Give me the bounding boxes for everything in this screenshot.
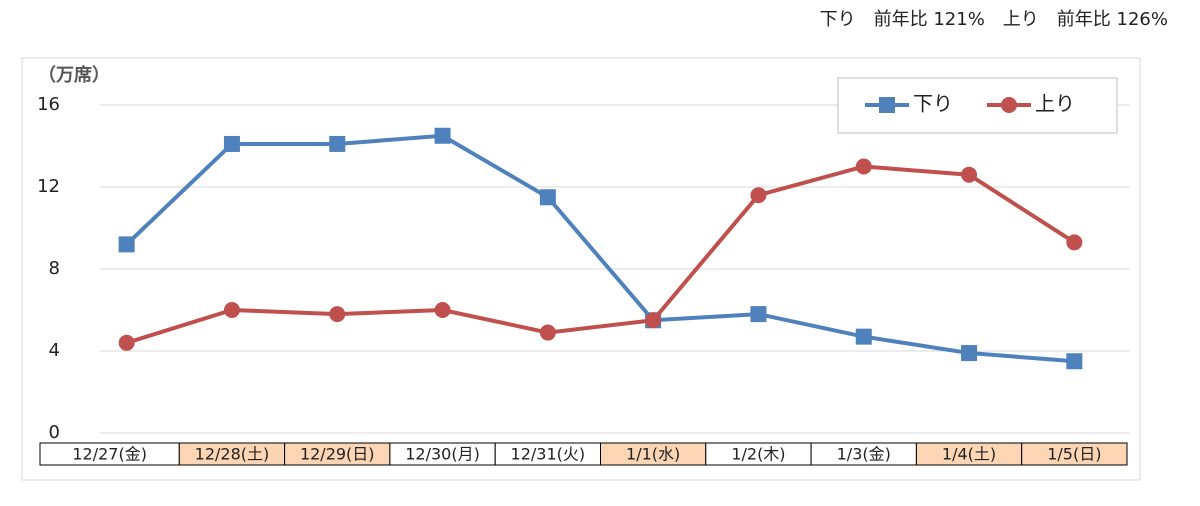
point [855, 328, 872, 345]
legend-label: 下り [913, 92, 953, 116]
x-tick-label: 1/5(日) [1047, 445, 1101, 464]
point [855, 158, 872, 175]
x-tick-label: 12/28(土) [195, 445, 270, 464]
point [750, 187, 767, 204]
x-tick-label: 12/31(火) [511, 445, 586, 464]
x-tick-label: 1/4(土) [942, 445, 996, 464]
point [118, 236, 135, 253]
point [961, 345, 978, 362]
x-tick-label: 12/30(月) [405, 445, 480, 464]
y-tick-label: 16 [37, 94, 60, 115]
point [223, 135, 240, 152]
x-tick-label: 1/1(水) [626, 445, 680, 464]
point [329, 135, 346, 152]
y-tick-label: 0 [49, 422, 60, 443]
chart-frame [21, 57, 1141, 481]
x-tick-label: 1/2(木) [731, 445, 785, 464]
point [645, 312, 662, 329]
x-tick-label: 12/27(金) [72, 445, 147, 464]
annotation: 下り 前年比 121% 上り 前年比 126% [820, 9, 1168, 30]
x-tick-label: 1/3(金) [837, 445, 891, 464]
x-tick-label: 12/29(日) [300, 445, 375, 464]
legend-label: 上り [1035, 92, 1075, 116]
point [961, 166, 978, 183]
series-line [126, 164, 1076, 345]
point [434, 127, 451, 144]
point [750, 306, 767, 323]
y-tick-label: 12 [37, 176, 60, 197]
category-cell [1021, 442, 1128, 466]
point [434, 302, 451, 318]
point [539, 324, 556, 341]
y-axis-label: （万席） [38, 64, 110, 86]
point [1066, 353, 1083, 370]
point [1066, 234, 1083, 251]
legend-marker [879, 97, 895, 113]
series-line [125, 133, 1075, 364]
y-tick-label: 4 [49, 340, 60, 361]
point [329, 306, 346, 323]
y-tick-label: 8 [49, 258, 60, 279]
point [223, 302, 240, 318]
legend-marker [1001, 97, 1017, 113]
point [118, 334, 135, 351]
point [539, 189, 556, 206]
